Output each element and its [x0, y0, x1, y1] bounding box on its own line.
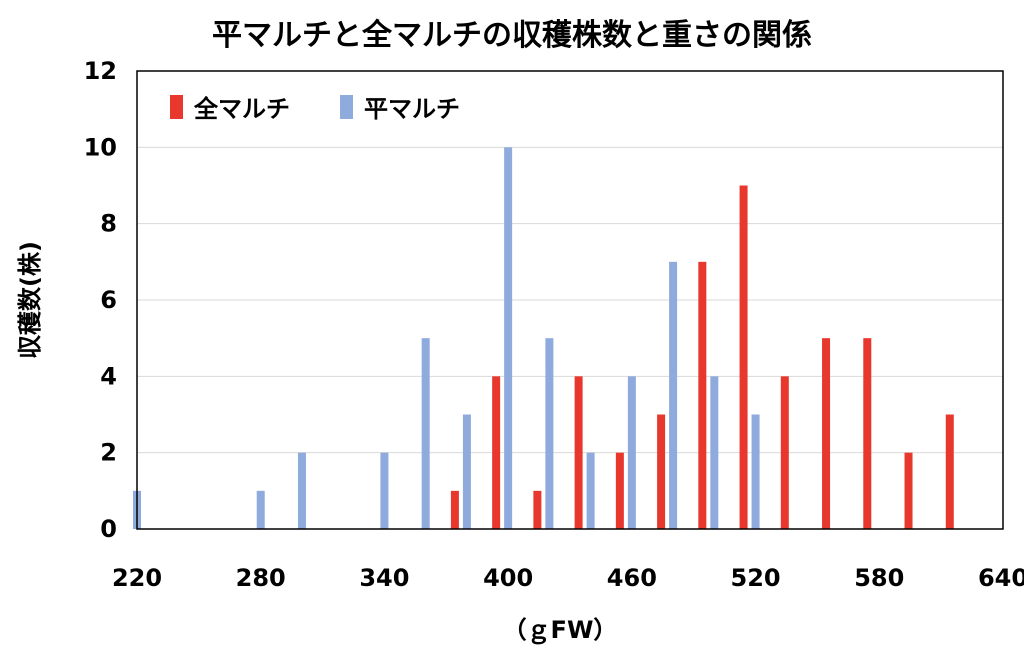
y-tick-label: 4	[100, 362, 117, 390]
bar-hira-maruchi-520	[751, 414, 760, 529]
x-tick-label: 520	[731, 564, 781, 592]
legend-swatch-zen-maruchi	[170, 95, 183, 119]
bar-hira-maruchi-300	[297, 452, 306, 529]
bar-zen-maruchi-380	[450, 490, 459, 529]
bar-hira-maruchi-280	[256, 490, 265, 529]
y-tick-label: 2	[100, 439, 117, 467]
bar-hira-maruchi-500	[710, 376, 719, 529]
legend-label-hira-maruchi: 平マルチ	[364, 95, 460, 123]
x-tick-label: 280	[236, 564, 286, 592]
chart-title: 平マルチと全マルチの収穫株数と重さの関係	[212, 18, 812, 53]
bar-zen-maruchi-620	[945, 414, 954, 529]
legend: 全マルチ 平マルチ	[170, 95, 460, 123]
y-axis-label: 収穫数(株)	[16, 241, 44, 359]
y-tick-label: 0	[100, 515, 117, 543]
bar-zen-maruchi-540	[780, 376, 789, 529]
x-tick-label: 460	[607, 564, 657, 592]
y-tick-label: 6	[100, 286, 117, 314]
bar-zen-maruchi-560	[822, 338, 831, 529]
bar-zen-maruchi-400	[492, 376, 501, 529]
bar-hira-maruchi-440	[586, 452, 595, 529]
bar-zen-maruchi-420	[533, 490, 542, 529]
bar-hira-maruchi-460	[627, 376, 636, 529]
bar-zen-maruchi-520	[739, 185, 748, 529]
bar-hira-maruchi-380	[462, 414, 471, 529]
x-tick-label: 220	[112, 564, 162, 592]
x-axis-label: （ｇFW）	[503, 616, 618, 645]
y-axis-ticks: 0 2 4 6 8 10 12	[84, 57, 117, 543]
gridlines	[137, 146, 1003, 454]
x-tick-label: 640	[978, 564, 1024, 592]
bar-hira-maruchi-480	[669, 261, 678, 529]
bar-hira-maruchi-420	[545, 338, 554, 529]
bar-zen-maruchi-500	[698, 261, 707, 529]
x-axis-ticks: 220 280 340 400 460 520 580 640	[112, 564, 1024, 592]
y-tick-label: 12	[84, 57, 117, 85]
y-tick-label: 8	[100, 210, 117, 238]
bar-zen-maruchi-480	[657, 414, 666, 529]
bar-zen-maruchi-600	[904, 452, 913, 529]
plot-area-frame	[136, 70, 1004, 530]
x-tick-label: 340	[359, 564, 409, 592]
x-tick-label: 400	[483, 564, 533, 592]
bar-zen-maruchi-460	[615, 452, 624, 529]
x-tick-label: 580	[854, 564, 904, 592]
y-tick-label: 10	[84, 133, 117, 161]
bars	[133, 147, 954, 530]
bar-hira-maruchi-340	[380, 452, 389, 529]
bar-hira-maruchi-400	[504, 147, 513, 530]
legend-label-zen-maruchi: 全マルチ	[193, 95, 290, 123]
legend-swatch-hira-maruchi	[340, 95, 353, 119]
bar-zen-maruchi-440	[574, 376, 583, 529]
bar-hira-maruchi-360	[421, 338, 430, 529]
bar-zen-maruchi-580	[863, 338, 872, 529]
